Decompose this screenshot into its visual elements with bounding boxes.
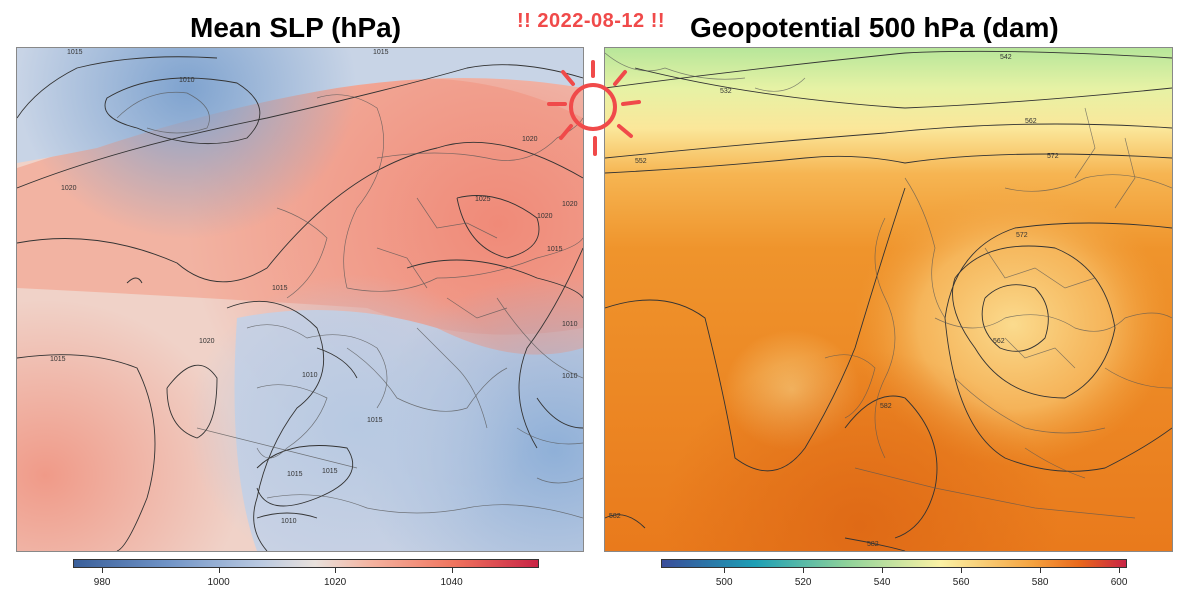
slp-contour-label: 1020 [562,201,578,208]
slp-contour-label: 1015 [367,417,383,424]
slp-colorbar-tick [218,568,220,573]
slp-contour-label: 1010 [562,373,578,380]
geopotential-contour-label: 532 [720,88,732,95]
slp-contour-label: 1020 [199,338,215,345]
slp-contour-label: 1010 [562,321,578,328]
slp-contour-label: 1015 [287,471,303,478]
slp-contour-label: 1020 [522,136,538,143]
geopotential-colorbar-tick [724,568,726,573]
slp-map-title: Mean SLP (hPa) [190,12,402,43]
date-badge: !! 2022-08-12 !! [517,10,666,32]
geopotential-colorbar-tick-label: 520 [794,577,812,588]
geopotential-contour-label: 562 [993,338,1005,345]
slp-colorbar-gradient [73,559,539,568]
geopotential-contour-label: 572 [1016,232,1028,239]
slp-colorbar-tick-label: 1020 [324,577,347,588]
slp-contour-label: 1015 [50,356,66,363]
geopotential-colorbar-tick [803,568,805,573]
slp-map-canvas: 1015 1010 1015 1020 1020 1025 1020 1015 1015 1020… [17,48,583,551]
geopotential-contour-label: 542 [1000,54,1012,61]
geopotential-colorbar-gradient [661,559,1127,568]
slp-colorbar-tick-label: 1000 [207,577,230,588]
slp-colorbar-tick-label: 1040 [440,577,463,588]
geopotential-contour-label: 582 [867,541,879,548]
geopotential-contour-label: 552 [635,158,647,165]
slp-contour-label: 1015 [547,246,563,253]
slp-contour-label: 1020 [61,185,77,192]
slp-contour-label: 1015 [272,285,288,292]
geopotential-contour-label: 562 [1025,118,1037,125]
slp-contour-labels: 1015 1010 1015 1020 1020 1025 1020 1015 1015 1020… [50,49,578,525]
slp-colorbar-tick [335,568,337,573]
geopotential-colorbar-tick-label: 580 [1031,577,1049,588]
slp-map: 1015 1010 1015 1020 1020 1025 1020 1015 1015 1020… [16,47,584,552]
slp-contour-label: 1015 [373,49,389,56]
slp-contour-label: 1025 [475,196,491,203]
geopotential-colorbar-tick [1040,568,1042,573]
geopotential-colorbar-tick-label: 560 [952,577,970,588]
slp-colorbar-tick [102,568,104,573]
geopotential-colorbar: 500 520 540 560 580 600 [661,559,1127,599]
geopotential-colorbar-tick [961,568,963,573]
geopotential-contour-label: 582 [609,513,621,520]
geopotential-colorbar-tick-label: 540 [873,577,891,588]
slp-contour-label: 1010 [302,372,318,379]
slp-colorbar-tick-label: 980 [93,577,111,588]
geopotential-colorbar-tick-label: 600 [1110,577,1128,588]
geopotential-colorbar-tick [1119,568,1121,573]
slp-contour-label: 1015 [322,468,338,475]
geopotential-map-title: Geopotential 500 hPa (dam) [690,12,1059,43]
slp-contour-label: 1015 [67,49,83,56]
slp-colorbar-tick [451,568,453,573]
slp-contour-label: 1010 [281,518,297,525]
geopotential-map: 542 532 562 552 572 572 562 582 582 582 [604,47,1173,552]
geopotential-map-canvas: 542 532 562 552 572 572 562 582 582 582 [605,48,1172,551]
sun-icon [547,60,641,156]
geopotential-colorbar-tick [882,568,884,573]
geopotential-contour-label: 582 [880,403,892,410]
geopotential-contour-labels: 542 532 562 552 572 572 562 582 582 582 [609,54,1059,548]
slp-contour-label: 1010 [179,77,195,84]
slp-contour-label: 1020 [537,213,553,220]
slp-colorbar: 980 1000 1020 1040 [73,559,539,599]
geopotential-contour-label: 572 [1047,153,1059,160]
geopotential-colorbar-tick-label: 500 [715,577,733,588]
